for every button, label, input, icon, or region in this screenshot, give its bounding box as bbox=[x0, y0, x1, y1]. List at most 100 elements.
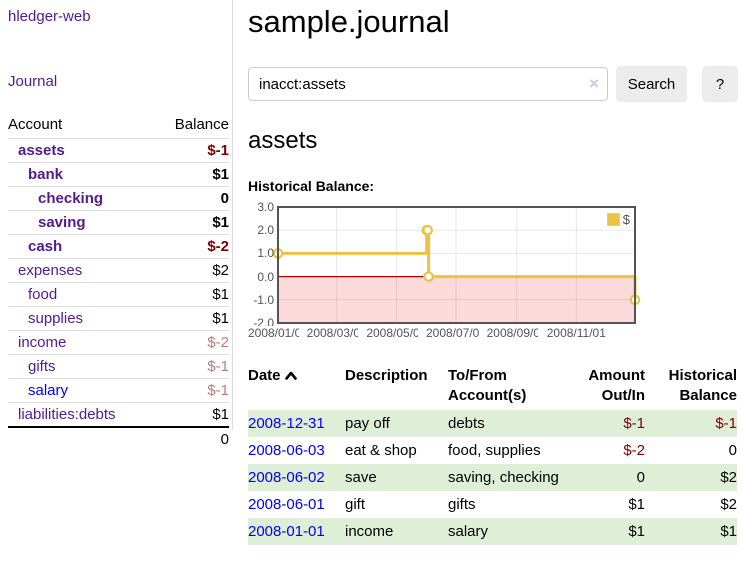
account-row: supplies $1 bbox=[8, 306, 229, 331]
account-link-salary[interactable]: salary bbox=[28, 382, 69, 399]
accounts-table: Account Balance assets $-1 bank $1 checking 0… bbox=[8, 112, 229, 451]
transaction-accounts: salary bbox=[448, 523, 489, 540]
register-row: 2008-06-03 eat & shop food, supplies $-2 0 bbox=[248, 437, 737, 464]
account-heading: assets bbox=[248, 127, 318, 154]
transaction-amount: $1 bbox=[628, 496, 645, 513]
account-row: checking 0 bbox=[8, 186, 229, 211]
x-axis-tick: 2008/07/01 bbox=[418, 326, 494, 340]
transaction-amount: $-2 bbox=[623, 442, 645, 459]
col-header-accounts: To/From Account(s) bbox=[448, 367, 527, 404]
account-link-checking[interactable]: checking bbox=[38, 190, 104, 207]
account-row: food $1 bbox=[8, 282, 229, 307]
account-row: bank $1 bbox=[8, 162, 229, 187]
x-axis-tick: 2008/03/01 bbox=[298, 326, 375, 340]
account-balance: $1 bbox=[154, 402, 229, 427]
transaction-date-link[interactable]: 2008-06-02 bbox=[248, 469, 325, 486]
transaction-accounts: saving, checking bbox=[448, 469, 559, 486]
account-balance: $1 bbox=[154, 306, 229, 331]
account-row: salary $-1 bbox=[8, 378, 229, 403]
account-balance: $1 bbox=[154, 162, 229, 187]
transaction-description: gift bbox=[345, 496, 366, 513]
search-button[interactable]: Search bbox=[616, 66, 687, 102]
help-button[interactable]: ? bbox=[702, 66, 738, 102]
account-balance: $-1 bbox=[154, 354, 229, 379]
transaction-balance: $-1 bbox=[715, 415, 737, 432]
legend-label: $ bbox=[622, 212, 630, 227]
transaction-amount: $-1 bbox=[623, 415, 645, 432]
transaction-date-link[interactable]: 2008-06-03 bbox=[248, 442, 325, 459]
clear-search-icon[interactable]: × bbox=[589, 74, 599, 93]
account-row: expenses $2 bbox=[8, 258, 229, 283]
y-axis-tick: 0.0 bbox=[257, 269, 274, 284]
account-row: income $-2 bbox=[8, 330, 229, 355]
main-content: sample.journal × Search ? assets Histori… bbox=[240, 0, 738, 545]
transaction-date-link[interactable]: 2008-01-01 bbox=[248, 523, 325, 540]
register-row: 2008-01-01 income salary $1 $1 bbox=[248, 518, 737, 545]
sidebar-item-journal[interactable]: Journal bbox=[8, 73, 58, 90]
account-link-cash[interactable]: cash bbox=[28, 238, 63, 255]
y-axis-tick: 3.0 bbox=[257, 200, 274, 214]
account-row: liabilities:debts $1 bbox=[8, 402, 229, 427]
accounts-total-row: 0 bbox=[8, 426, 229, 451]
sort-ascending-icon bbox=[284, 366, 297, 386]
accounts-header-account: Account bbox=[8, 116, 63, 133]
sidebar: hledger-web Journal Account Balance asse… bbox=[0, 0, 233, 451]
legend-swatch-icon bbox=[606, 213, 620, 226]
col-header-date-label: Date bbox=[248, 367, 281, 384]
y-axis-tick: 2.0 bbox=[257, 223, 274, 238]
account-link-assets[interactable]: assets bbox=[18, 142, 65, 159]
col-header-description: Description bbox=[345, 367, 428, 384]
transaction-description: income bbox=[345, 523, 394, 540]
transaction-description: save bbox=[345, 469, 377, 486]
transaction-accounts: debts bbox=[448, 415, 485, 432]
transaction-date-link[interactable]: 2008-12-31 bbox=[248, 415, 325, 432]
transaction-balance: $1 bbox=[720, 523, 737, 540]
transaction-balance: $2 bbox=[720, 469, 737, 486]
x-axis-tick: 2008/09/01 bbox=[478, 326, 555, 340]
account-row: gifts $-1 bbox=[8, 354, 229, 379]
account-balance: $1 bbox=[154, 210, 229, 235]
x-axis-tick: 2008/01/01 bbox=[240, 326, 316, 340]
account-balance: $-2 bbox=[154, 330, 229, 355]
col-header-date[interactable]: Date bbox=[248, 364, 345, 410]
transaction-description: eat & shop bbox=[345, 442, 417, 459]
search-bar: × Search ? bbox=[248, 66, 738, 102]
col-header-amount: Amount Out/In bbox=[588, 367, 645, 404]
account-balance: $2 bbox=[154, 258, 229, 283]
account-link-expenses[interactable]: expenses bbox=[18, 262, 83, 279]
x-axis-tick: 2008/05/01 bbox=[358, 326, 435, 340]
account-link-bank[interactable]: bank bbox=[28, 166, 64, 183]
account-row: saving $1 bbox=[8, 210, 229, 235]
register-row: 2008-12-31 pay off debts $-1 $-1 bbox=[248, 410, 737, 437]
account-row: cash $-2 bbox=[8, 234, 229, 259]
brand-link[interactable]: hledger-web bbox=[8, 8, 91, 25]
account-link-food[interactable]: food bbox=[28, 286, 58, 303]
account-balance: $-2 bbox=[154, 234, 229, 259]
search-input[interactable] bbox=[248, 67, 608, 101]
transaction-balance: 0 bbox=[728, 442, 737, 459]
transaction-date-link[interactable]: 2008-06-01 bbox=[248, 496, 325, 513]
transaction-amount: 0 bbox=[636, 469, 645, 486]
account-link-saving[interactable]: saving bbox=[38, 214, 86, 231]
transaction-description: pay off bbox=[345, 415, 390, 432]
account-link-supplies[interactable]: supplies bbox=[28, 310, 84, 327]
chart-legend: $ bbox=[606, 212, 630, 227]
account-link-gifts[interactable]: gifts bbox=[28, 358, 56, 375]
col-header-balance: Historical Balance bbox=[668, 367, 737, 404]
account-link-income[interactable]: income bbox=[18, 334, 67, 351]
register-table: Date Description To/From Account(s) Amou… bbox=[248, 364, 737, 545]
y-axis-tick: -1.0 bbox=[253, 292, 274, 307]
account-balance: $1 bbox=[154, 282, 229, 307]
register-row: 2008-06-02 save saving, checking 0 $2 bbox=[248, 464, 737, 491]
historical-balance-chart: $ 3.0 2.0 1.0 0.0 -1.0 -2.0 2008/01/01 2008/03/… bbox=[240, 200, 737, 340]
accounts-header-balance: Balance bbox=[174, 116, 229, 133]
transaction-accounts: food, supplies bbox=[448, 442, 541, 459]
account-balance: $-1 bbox=[154, 138, 229, 163]
page-title: sample.journal bbox=[248, 4, 450, 39]
x-axis-tick: 2008/11/01 bbox=[538, 326, 615, 340]
transaction-amount: $1 bbox=[628, 523, 645, 540]
account-link-liabilities-debts[interactable]: liabilities:debts bbox=[18, 406, 116, 423]
y-axis-tick: 1.0 bbox=[257, 246, 274, 261]
register-row: 2008-06-01 gift gifts $1 $2 bbox=[248, 491, 737, 518]
